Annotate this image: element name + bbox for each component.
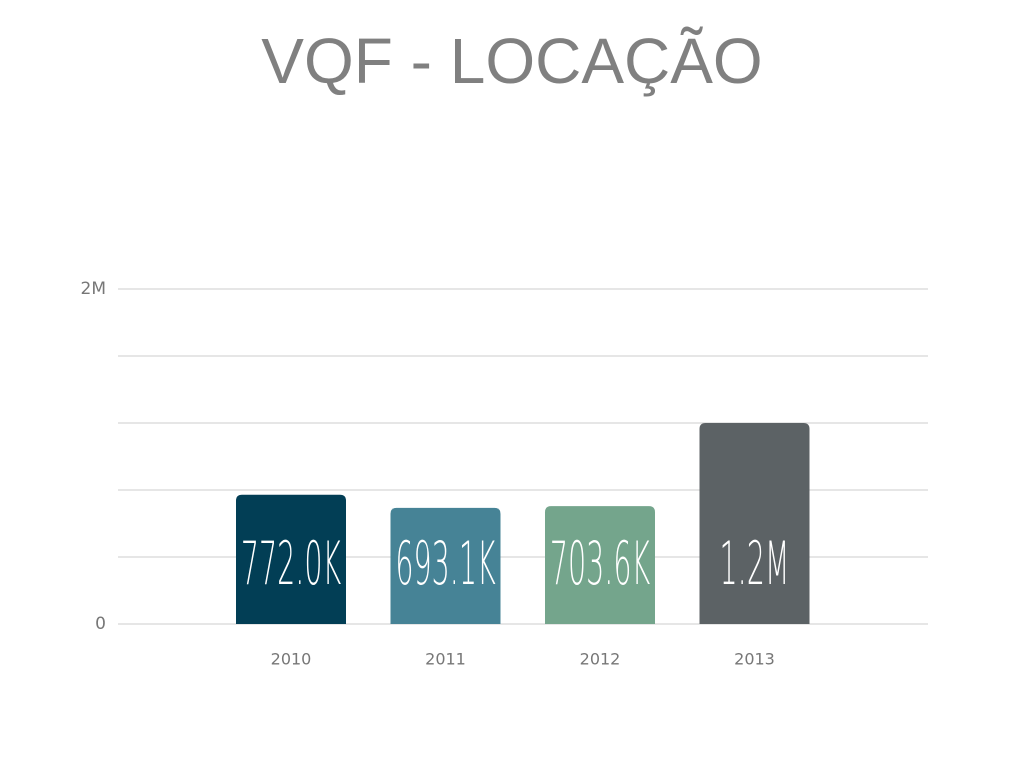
bar [236,494,346,624]
chart-title: VQF - LOCAÇÃO [261,25,762,97]
value-label: 703.6K [550,530,650,599]
bar [390,507,501,624]
value-label: 772.0K [241,530,341,599]
bar [545,506,655,624]
bar [699,423,810,624]
y-tick-label: 0 [95,614,106,634]
x-tick-label: 2012 [580,650,621,669]
y-tick-label: 2M [81,279,106,299]
value-label: 1.2M [720,530,790,599]
value-label: 693.1K [395,530,495,599]
x-tick-label: 2011 [425,650,466,669]
x-tick-label: 2010 [271,650,312,669]
x-tick-label: 2013 [734,650,775,669]
